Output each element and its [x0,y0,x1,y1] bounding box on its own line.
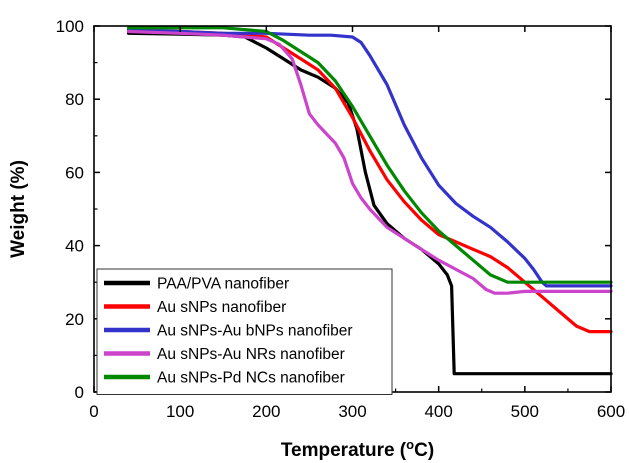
x-tick-label: 500 [511,402,539,421]
x-axis-title-unit-degree: o [406,437,414,452]
x-axis-title-close: ) [428,440,434,461]
x-axis-title: Temperature (oC) [281,437,434,462]
y-tick-label: 80 [65,90,84,109]
series-layer [126,26,613,376]
x-tick-label: 0 [89,402,98,421]
y-tick-label: 60 [65,163,84,182]
series-line-5 [126,26,613,284]
x-tick-label: 600 [597,402,625,421]
y-tick-label: 40 [65,237,84,256]
y-tick-label: 20 [65,310,84,329]
x-tick-label: 100 [166,402,194,421]
x-tick-label: 400 [424,402,452,421]
legend-label: Au sNPs-Pd NCs nanofiber [157,370,345,387]
y-tick-label: 0 [75,383,84,402]
legend-label: Au sNPs nanofiber [157,299,286,316]
series-line-4 [126,29,613,295]
series-line-3 [126,28,613,288]
x-tick-label: 300 [338,402,366,421]
legend: PAA/PVA nanofiber Au sNPs nanofiber Au sNP… [96,268,393,395]
x-tick-label: 200 [252,402,280,421]
series-line-1 [126,31,613,376]
x-axis-title-unit-letter: C [414,440,428,461]
ticks-layer: 0 100 200 300 400 500 600 0 20 40 60 80 100 [56,17,626,421]
y-axis-title: Weight (%) [8,160,29,258]
x-axis-title-main: Temperature ( [281,440,407,461]
legend-label: Au sNPs-Au NRs nanofiber [157,346,345,363]
legend-label: PAA/PVA nanofiber [157,276,289,293]
y-tick-label: 100 [56,17,84,36]
legend-label: Au sNPs-Au bNPs nanofiber [157,323,353,340]
